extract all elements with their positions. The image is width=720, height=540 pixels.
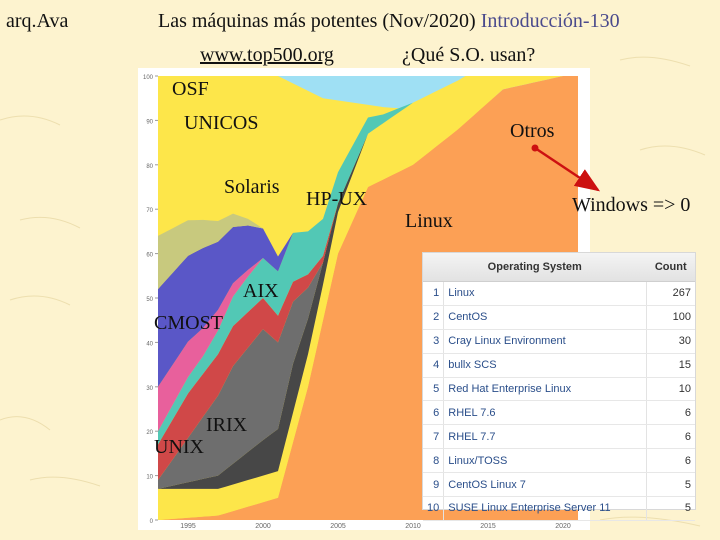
table-row: 6 RHEL 7.6 6 [423,400,695,426]
row-rank: 8 [423,448,445,474]
table-row: 2 CentOS 100 [423,305,695,330]
top500-link[interactable]: www.top500.org [200,44,334,66]
x-tick-label: 2020 [555,523,571,530]
slide-tag: arq.Ava [6,10,69,32]
row-rank: 2 [423,305,445,330]
x-tick-label: 2015 [480,523,496,530]
label-unix: UNIX [154,436,204,458]
row-os-name[interactable]: Red Hat Enterprise Linux [443,377,647,402]
x-tick-label: 2005 [330,523,346,530]
slide-title: Las máquinas más potentes (Nov/2020) Int… [158,10,620,33]
row-rank: 5 [423,377,445,402]
table-row: 10 SUSE Linux Enterprise Server 11 5 [423,496,695,521]
header-operating-system: Operating System [423,253,647,282]
table-row: 4 bullx SCS 15 [423,353,695,378]
row-os-name[interactable]: CentOS Linux 7 [443,472,647,498]
label-linux: Linux [405,210,453,232]
series-area-otros [158,76,578,520]
row-count: 10 [646,377,695,402]
y-tick-label: 90 [146,119,153,125]
label-irix: IRIX [206,414,248,436]
label-otros: Otros [510,120,555,142]
os-ranking-table: Operating System Count 1 Linux 267 2 CentOS 1… [422,252,696,521]
row-os-name[interactable]: Cray Linux Environment [443,329,647,354]
row-rank: 7 [423,424,445,450]
x-tick-label: 2000 [255,523,271,530]
row-rank: 10 [423,496,445,521]
row-os-name[interactable]: Linux [443,281,647,306]
table-row: 7 RHEL 7.7 6 [423,424,695,450]
row-os-name[interactable]: RHEL 7.7 [443,424,647,450]
row-os-name[interactable]: RHEL 7.6 [443,400,647,426]
slide-question: ¿Qué S.O. usan? [402,44,536,66]
y-tick-label: 70 [146,208,153,214]
y-tick-label: 50 [146,297,153,303]
y-tick-label: 80 [146,164,153,170]
table-row: 5 Red Hat Enterprise Linux 10 [423,377,695,402]
y-tick-label: 0 [150,519,154,525]
table-row: 8 Linux/TOSS 6 [423,448,695,474]
row-rank: 4 [423,353,445,378]
row-os-name[interactable]: Linux/TOSS [443,448,647,474]
label-unicos: UNICOS [184,112,259,134]
x-tick-label: 2010 [405,523,421,530]
y-tick-label: 100 [143,75,154,81]
row-count: 6 [646,448,695,474]
label-osf: OSF [172,78,209,100]
row-os-name[interactable]: SUSE Linux Enterprise Server 11 [443,496,647,521]
row-rank: 6 [423,400,445,426]
row-rank: 9 [423,472,445,498]
label-solaris: Solaris [224,176,280,198]
y-tick-label: 10 [146,475,153,481]
label-hpux: HP-UX [306,188,368,210]
row-count: 30 [646,329,695,354]
row-rank: 3 [423,329,445,354]
row-count: 6 [646,424,695,450]
series-area-solaris [158,76,578,489]
row-os-name[interactable]: CentOS [443,305,647,330]
table-row: 1 Linux 267 [423,281,695,306]
y-tick-label: 40 [146,341,153,347]
row-count: 6 [646,400,695,426]
row-rank: 1 [423,281,445,306]
series-area-irix [158,76,578,387]
title-subtitle: Introducción-130 [480,10,620,32]
row-os-name[interactable]: bullx SCS [443,353,647,378]
table-row: 3 Cray Linux Environment 30 [423,329,695,354]
header-count: Count [646,253,695,282]
y-tick-label: 60 [146,253,153,259]
row-count: 267 [646,281,695,306]
label-aix: AIX [243,280,279,302]
y-tick-label: 20 [146,430,153,436]
title-main: Las máquinas más potentes (Nov/2020) [158,10,476,32]
y-tick-label: 30 [146,386,153,392]
row-count: 15 [646,353,695,378]
row-count: 100 [646,305,695,330]
label-cmost: CMOST [154,312,223,334]
row-count: 5 [646,472,695,498]
label-windows: Windows => 0 [572,194,691,216]
x-tick-label: 1995 [180,523,196,530]
row-count: 5 [646,496,695,521]
